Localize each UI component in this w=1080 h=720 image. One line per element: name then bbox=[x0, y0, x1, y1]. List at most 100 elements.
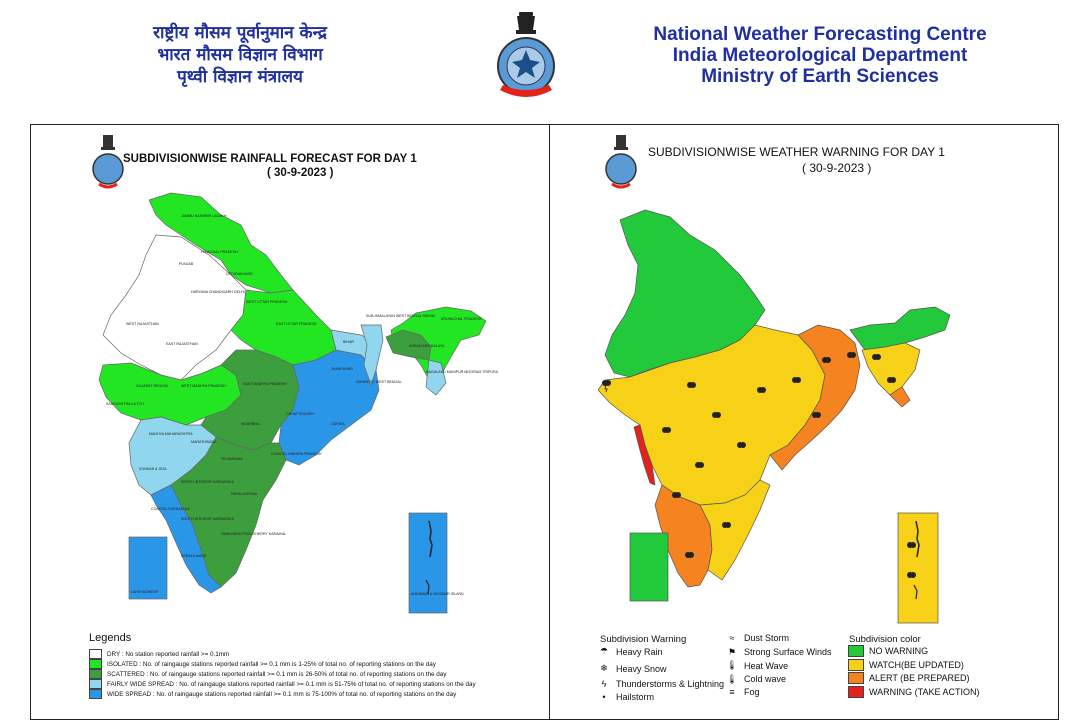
color-swatch bbox=[848, 645, 864, 657]
snow-cloud-icon: ❄ bbox=[600, 663, 608, 673]
label-kerala: KERALA MAHE bbox=[181, 554, 207, 558]
region-east-widespread bbox=[278, 349, 380, 466]
region-ne-southern-fairly bbox=[425, 359, 447, 396]
legend-label: WIDE SPREAD : No. of raingauge stations … bbox=[107, 690, 457, 698]
thunder-cloud-icon bbox=[792, 377, 801, 383]
color-legend-item: WARNING (TAKE ACTION) bbox=[848, 685, 980, 698]
warning-legend-item: ϟ Thunderstorms & Lightning bbox=[598, 679, 724, 689]
legend-label: ISOLATED : No. of raingauge stations rep… bbox=[107, 660, 436, 668]
label-coastal-karnataka: COASTAL KARNATAKA bbox=[151, 507, 190, 511]
warning-legend-item: • Hailstorm bbox=[598, 692, 654, 702]
label-gwb: GANGETIC WEST BENGAL bbox=[356, 380, 402, 384]
legend-swatch bbox=[89, 689, 102, 699]
warning-label: Heavy Snow bbox=[616, 663, 667, 674]
label-wup: WEST UTTAR PRADESH bbox=[246, 300, 288, 304]
label-arunachal: ARUNACHAL PRADESH bbox=[441, 317, 482, 321]
rain-cloud-icon: ☂ bbox=[599, 646, 609, 656]
color-swatch bbox=[848, 685, 864, 698]
legend-label: DRY : No station reported rainfall >= 0.… bbox=[107, 650, 230, 658]
label-shwb: SUB-HIMALAYAN WEST BENGAL SIKKIM bbox=[366, 314, 435, 318]
lakshadweep-box bbox=[128, 536, 168, 600]
color-legend-item: WATCH(BE UPDATED) bbox=[848, 658, 964, 671]
thermometer-cold-icon: 🌡 bbox=[726, 673, 738, 684]
hindi-header: राष्ट्रीय मौसम पूर्वानुमान केन्द्र भारत … bbox=[95, 22, 385, 88]
thunder-cloud-icon bbox=[662, 427, 671, 433]
warning-legend-item: ❄ Heavy Snow bbox=[598, 663, 667, 674]
warning-legend-item: ≡ Fog bbox=[726, 687, 760, 697]
rainfall-india-map: JAMMU KASHMIR LADAKH HIMACHAL PRADESH UT… bbox=[98, 192, 499, 614]
imd-emblem-mini-icon bbox=[92, 135, 124, 189]
legend-label: FAIRLY WIDE SPREAD : No. of raingauge st… bbox=[107, 680, 476, 688]
thunder-cloud-icon bbox=[737, 442, 746, 448]
warning-east-alert bbox=[769, 324, 861, 471]
label-nmmt: NAGALAND MANIPUR MIZORAM TRIPURA bbox=[426, 370, 499, 374]
imd-emblem-logo bbox=[497, 12, 555, 97]
label-eraj: EAST RAJASTHAN bbox=[166, 342, 198, 346]
hindi-line-3: पृथ्वी विज्ञान मंत्रालय bbox=[177, 67, 303, 87]
thunder-cloud-icon bbox=[872, 354, 881, 360]
thunder-cloud-icon bbox=[695, 462, 704, 468]
label-marathwada: MARATHWADA bbox=[191, 440, 217, 444]
thunder-cloud-icon bbox=[887, 377, 896, 383]
warning-label: Strong Surface Winds bbox=[744, 647, 832, 657]
label-coastal-ap: COASTAL ANDHRA PRADESH bbox=[271, 452, 322, 456]
warning-legend-item: ⚑ Strong Surface Winds bbox=[726, 647, 832, 658]
color-legend-item: NO WARNING bbox=[848, 645, 928, 657]
label-wraj: WEST RAJASTHAN bbox=[126, 322, 159, 326]
label-konkan: KONKAN & GOA bbox=[139, 467, 167, 471]
thunder-cloud-icon bbox=[757, 387, 766, 393]
rainfall-map-title: SUBDIVISIONWISE RAINFALL FORECAST FOR DA… bbox=[123, 153, 417, 165]
label-punjab: PUNJAB bbox=[179, 262, 194, 266]
thunder-cloud-icon bbox=[812, 412, 821, 418]
rainfall-forecast-panel: SUBDIVISIONWISE RAINFALL FORECAST FOR DA… bbox=[30, 124, 550, 720]
label-wmp: WEST MADHYA PRADESH bbox=[181, 384, 226, 388]
wind-flag-icon: ⚑ bbox=[727, 646, 737, 657]
fog-icon: ≡ bbox=[729, 687, 735, 697]
thunder-cloud-icon bbox=[672, 492, 681, 498]
label-haryana: HARYANA CHANDIGARH DELHI bbox=[191, 290, 245, 294]
english-line-1: National Weather Forecasting Centre bbox=[653, 24, 987, 45]
warning-label: Thunderstorms & Lightning bbox=[616, 679, 725, 689]
english-line-2: India Meteorological Department bbox=[672, 45, 968, 66]
label-chhattisgarh: CHHATTISGARH bbox=[286, 412, 314, 416]
label-hp: HIMACHAL PRADESH bbox=[201, 250, 238, 254]
color-label: ALERT (BE PREPARED) bbox=[869, 673, 970, 683]
warning-india-map bbox=[597, 209, 951, 624]
warning-legend-item: 🌡 Heat Wave bbox=[726, 660, 788, 671]
region-west-bengal-fairly bbox=[360, 324, 384, 387]
label-vidarbha: VIDARBHA bbox=[241, 422, 260, 426]
label-jk: JAMMU KASHMIR LADAKH bbox=[181, 214, 227, 218]
warning-label: Fog bbox=[744, 687, 760, 697]
warning-label: Hailstorm bbox=[616, 692, 655, 702]
label-nik: NORTH INTERIOR KARNATAKA bbox=[181, 480, 235, 484]
label-telangana: TELANGANA bbox=[221, 457, 243, 461]
color-legend-item: ALERT (BE PREPARED) bbox=[848, 672, 970, 684]
imd-emblem-mini-icon-right bbox=[605, 135, 637, 189]
thunder-cloud-icon bbox=[907, 542, 916, 548]
warning-westcoast-warning bbox=[633, 424, 656, 486]
label-bihar: BIHAR bbox=[343, 340, 354, 344]
label-tamilnadu: TAMILNADU PUDUCHERRY KARAIKAL bbox=[221, 532, 286, 536]
legend-swatch bbox=[89, 649, 102, 659]
warning-ne-nowarning bbox=[849, 306, 951, 351]
label-emp: EAST MADHYA PRADESH bbox=[243, 382, 287, 386]
label-andaman: ANDAMAN & NICOBAR ISLAND bbox=[411, 592, 464, 596]
color-swatch bbox=[848, 672, 864, 684]
thunder-cloud-icon bbox=[712, 412, 721, 418]
rainfall-legend-item: SCATTERED : No. of raingauge stations re… bbox=[89, 669, 446, 679]
warning-label: Heavy Rain bbox=[616, 646, 663, 657]
thunderstorm-markers bbox=[602, 352, 916, 578]
thunder-cloud-icon bbox=[907, 572, 916, 578]
dust-storm-icon: ≈ bbox=[729, 633, 735, 643]
subdivision-color-title: Subdivision color bbox=[849, 634, 921, 645]
thunder-cloud-icon bbox=[722, 522, 731, 528]
thunder-cloud-icon bbox=[602, 380, 611, 393]
thermometer-hot-icon: 🌡 bbox=[726, 660, 738, 670]
english-line-3: Ministry of Earth Sciences bbox=[701, 66, 939, 87]
thunder-cloud-icon bbox=[847, 352, 856, 358]
warning-ne-watch bbox=[861, 342, 921, 396]
weather-warning-panel: SUBDIVISIONWISE WEATHER WARNING FOR DAY … bbox=[549, 124, 1059, 720]
legend-label: SCATTERED : No. of raingauge stations re… bbox=[107, 670, 447, 678]
label-gujarat: GUJARAT REGION bbox=[136, 384, 168, 388]
rainfall-legend-item: ISOLATED : No. of raingauge stations rep… bbox=[89, 659, 436, 669]
